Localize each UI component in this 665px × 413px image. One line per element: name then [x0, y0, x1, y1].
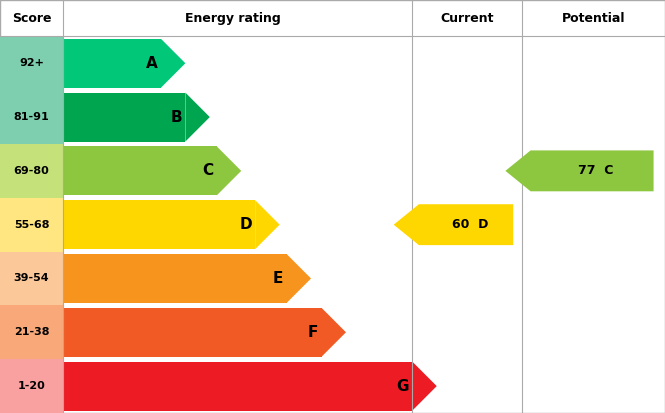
Bar — [0, 252, 63, 305]
Text: D: D — [239, 217, 252, 232]
Polygon shape — [255, 200, 280, 249]
Text: 1-20: 1-20 — [18, 381, 45, 391]
Text: 92+: 92+ — [19, 58, 44, 68]
Polygon shape — [412, 362, 437, 411]
Bar — [63, 93, 186, 142]
Bar — [0, 36, 63, 90]
Bar — [63, 39, 161, 88]
Bar — [0, 359, 63, 413]
Text: 39-54: 39-54 — [14, 273, 49, 283]
Bar — [63, 146, 217, 195]
Polygon shape — [322, 308, 346, 357]
Polygon shape — [217, 146, 241, 195]
Text: 69-80: 69-80 — [14, 166, 49, 176]
Text: 60  D: 60 D — [452, 218, 488, 231]
Text: G: G — [396, 379, 409, 394]
Text: Score: Score — [12, 12, 51, 25]
Polygon shape — [161, 39, 186, 88]
Bar — [63, 200, 255, 249]
Text: Energy rating: Energy rating — [186, 12, 281, 25]
Text: B: B — [170, 109, 182, 125]
Polygon shape — [394, 204, 513, 245]
Bar — [63, 308, 322, 357]
Bar — [0, 198, 63, 252]
Text: A: A — [146, 56, 158, 71]
Text: Potential: Potential — [562, 12, 625, 25]
Text: 81-91: 81-91 — [14, 112, 49, 122]
Text: C: C — [202, 164, 213, 178]
Polygon shape — [186, 93, 210, 142]
Text: F: F — [308, 325, 318, 340]
Polygon shape — [287, 254, 311, 303]
Text: 55-68: 55-68 — [14, 220, 49, 230]
Text: 21-38: 21-38 — [14, 327, 49, 337]
Bar — [0, 90, 63, 144]
Polygon shape — [505, 150, 654, 191]
Text: 77  C: 77 C — [578, 164, 614, 177]
Bar — [63, 362, 412, 411]
Text: E: E — [273, 271, 283, 286]
Bar — [63, 254, 287, 303]
Bar — [0, 305, 63, 359]
Bar — [0, 144, 63, 198]
Text: Current: Current — [440, 12, 494, 25]
